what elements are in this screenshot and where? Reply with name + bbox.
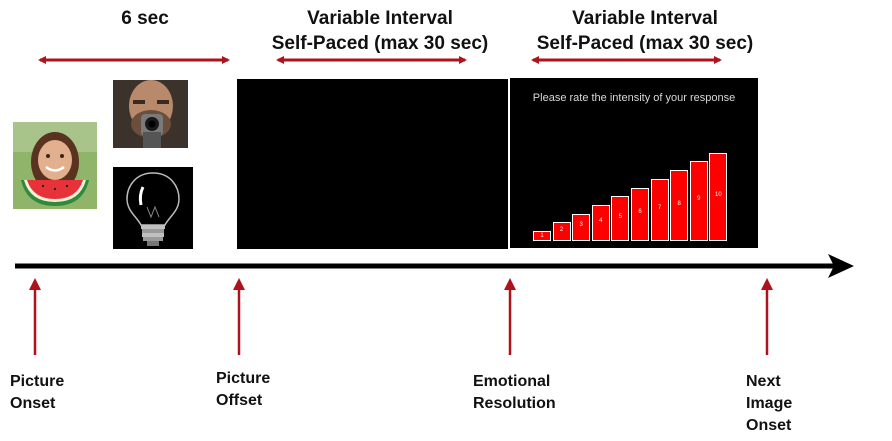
rating-bar-7[interactable]: 7 (650, 178, 669, 241)
rating-bar-6[interactable]: 6 (631, 187, 649, 241)
rating-bar-4[interactable]: 4 (591, 204, 610, 241)
phase2-duration-label: Variable Interval Self-Paced (max 30 sec… (250, 6, 510, 56)
man-with-gun-photo (113, 80, 188, 148)
rating-bar-label: 6 (638, 209, 642, 216)
rating-bar-5[interactable]: 5 (611, 196, 630, 241)
rating-bar-label: 5 (618, 213, 623, 220)
phase3-duration-label: Variable Interval Self-Paced (max 30 sec… (515, 6, 775, 56)
rating-bar-label: 8 (677, 200, 681, 207)
event-label-picture-onset: Picture Onset (10, 371, 64, 415)
rating-bar-1[interactable]: 1 (533, 231, 551, 241)
phase2-label-line2: Self-Paced (max 30 sec) (271, 33, 489, 54)
event-arrowhead-1 (29, 278, 41, 290)
rating-bar-label: 10 (715, 191, 722, 198)
rating-screen: Please rate the intensity of your respon… (510, 78, 758, 248)
rating-prompt: Please rate the intensity of your respon… (532, 92, 736, 104)
rating-bar-2[interactable]: 2 (552, 222, 571, 241)
event-label-line: Picture (10, 373, 65, 390)
rating-bar-9[interactable]: 9 (689, 161, 708, 241)
event-arrowhead-2 (233, 278, 245, 290)
rating-bar-label: 9 (697, 196, 701, 203)
rating-bar-label: 1 (540, 233, 544, 239)
rating-bar-label: 7 (657, 204, 662, 211)
event-label-picture-offset: Picture Offset (216, 368, 270, 412)
blank-screen (237, 79, 508, 249)
event-label-line: Picture (216, 370, 271, 387)
rating-bar-3[interactable]: 3 (572, 213, 591, 241)
event-arrowhead-3 (504, 278, 516, 290)
rating-bar-label: 2 (559, 226, 564, 233)
timeline-arrowhead (828, 254, 854, 278)
event-label-line: Next (746, 373, 781, 390)
event-label-line: Onset (10, 395, 56, 412)
event-label-line: Image (746, 395, 793, 412)
rating-bar-10[interactable]: 10 (709, 152, 728, 241)
phase1-duration-label: 6 sec (121, 8, 169, 29)
rating-bar-label: 3 (579, 222, 583, 229)
girl-with-watermelon-photo (13, 122, 97, 209)
rating-bar-label: 4 (599, 217, 603, 224)
event-arrowhead-4 (761, 278, 773, 290)
light-bulb-photo (113, 167, 193, 249)
phase3-label-line2: Self-Paced (max 30 sec) (536, 33, 754, 54)
event-label-line: Emotional (473, 373, 551, 390)
event-label-line: Onset (746, 417, 792, 434)
event-label-emotional-resolution: Emotional Resolution (473, 371, 556, 415)
rating-bar-8[interactable]: 8 (670, 170, 689, 241)
event-label-line: Resolution (473, 395, 556, 412)
phase2-label-line1: Variable Interval (307, 8, 453, 29)
event-label-line: Offset (216, 392, 263, 409)
event-label-next-image-onset: Next Image Onset (746, 371, 792, 437)
phase3-label-line1: Variable Interval (572, 8, 718, 29)
